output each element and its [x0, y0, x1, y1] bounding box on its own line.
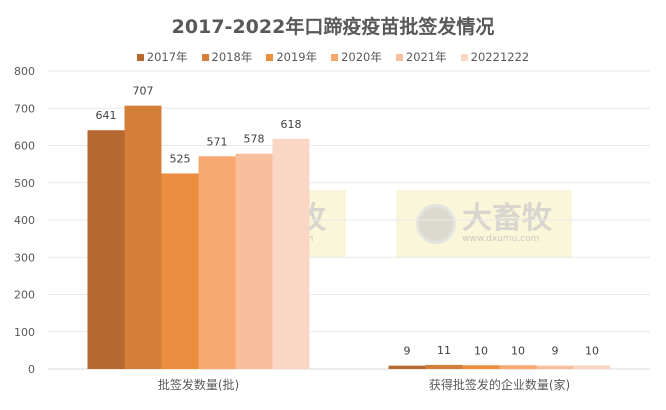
x-tick-label: 获得批签发的企业数量(家) — [429, 377, 570, 392]
bar — [573, 365, 611, 369]
legend-label: 20221222 — [470, 50, 530, 64]
bar — [124, 105, 162, 369]
bar — [235, 153, 273, 369]
y-tick-label: 300 — [14, 251, 35, 264]
legend-swatch — [201, 53, 209, 61]
legend-item: 2020年 — [331, 49, 382, 65]
legend-label: 2021年 — [405, 50, 447, 64]
data-label: 10 — [474, 344, 488, 357]
data-label: 571 — [207, 135, 228, 148]
legend-swatch — [460, 53, 468, 61]
legend-item: 2021年 — [395, 49, 447, 65]
data-label: 9 — [552, 345, 559, 358]
data-label: 10 — [585, 344, 599, 357]
data-label: 618 — [281, 118, 302, 131]
y-tick-label: 100 — [14, 326, 35, 339]
y-tick-label: 0 — [28, 363, 35, 376]
y-tick-label: 500 — [14, 177, 35, 190]
y-tick-label: 200 — [14, 289, 35, 302]
bar — [388, 365, 426, 369]
data-label: 525 — [170, 152, 191, 165]
bar — [87, 130, 125, 369]
legend: 2017年 2018年 2019年 2020年 2021年 20221222 — [0, 49, 666, 65]
legend-label: 2019年 — [276, 50, 318, 64]
legend-swatch — [266, 53, 274, 61]
y-tick-label: 700 — [14, 102, 35, 115]
y-tick-label: 600 — [14, 140, 35, 153]
legend-item: 2017年 — [136, 49, 188, 65]
bar — [198, 156, 236, 369]
bar — [425, 364, 463, 369]
bar — [499, 365, 537, 369]
bar — [536, 365, 574, 369]
data-label: 10 — [511, 344, 525, 357]
data-label: 641 — [96, 109, 117, 122]
legend-swatch — [331, 53, 339, 61]
legend-label: 2020年 — [341, 50, 382, 64]
legend-swatch — [136, 53, 144, 61]
legend-label: 2017年 — [146, 50, 188, 64]
legend-item: 20221222 — [460, 49, 530, 65]
bar — [161, 173, 199, 369]
chart-title: 2017-2022年口蹄疫疫苗批签发情况 — [171, 16, 495, 38]
bar — [272, 138, 310, 369]
data-label: 578 — [244, 133, 265, 146]
data-label: 9 — [404, 345, 411, 358]
data-label: 11 — [437, 344, 451, 357]
legend-item: 2018年 — [201, 49, 253, 65]
legend-label: 2018年 — [211, 50, 253, 64]
x-tick-label: 批签发数量(批) — [158, 377, 239, 392]
legend-swatch — [395, 53, 403, 61]
bar — [462, 365, 500, 369]
legend-item: 2019年 — [266, 49, 317, 65]
y-tick-label: 800 — [14, 65, 35, 78]
y-tick-label: 400 — [14, 214, 35, 227]
data-label: 707 — [133, 85, 154, 98]
